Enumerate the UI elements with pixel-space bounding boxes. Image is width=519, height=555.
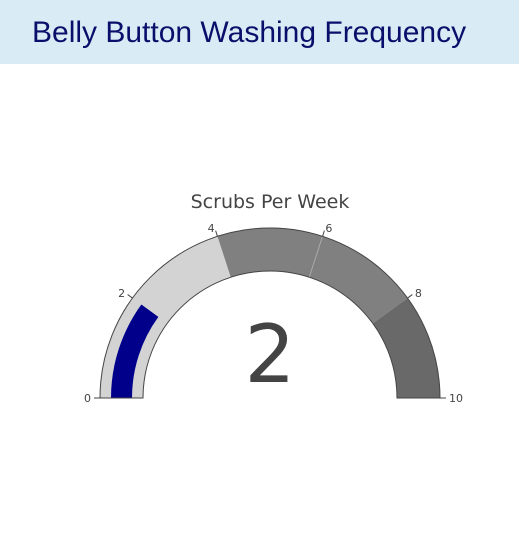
- gauge-step-2: [372, 298, 440, 398]
- gauge-tick-label-6: 6: [325, 222, 332, 235]
- gauge-tick-label-8: 8: [415, 287, 422, 300]
- gauge-tick-label-4: 4: [208, 222, 215, 235]
- gauge-ticks: 0 2 4 6 8 10: [84, 222, 463, 405]
- gauge-tick-2: [127, 294, 133, 299]
- gauge-tick-6: [322, 230, 325, 237]
- gauge-tick-4: [215, 230, 218, 237]
- gauge-outline: [99, 227, 441, 399]
- gauge-title: Scrubs Per Week: [191, 191, 350, 213]
- page-title: Belly Button Washing Frequency: [32, 16, 467, 49]
- gauge-tick-label-0: 0: [84, 392, 91, 405]
- gauge-svg: Scrubs Per Week 0 2 4 6 8 10 2: [84, 191, 463, 405]
- gauge-bar-group: [111, 304, 159, 398]
- gauge-tick-8: [407, 294, 413, 299]
- header-banner: Belly Button Washing Frequency: [0, 0, 519, 64]
- gauge-tick-label-10: 10: [449, 392, 463, 405]
- gauge-value-bar: [111, 304, 159, 398]
- gauge-step-1: [217, 228, 408, 324]
- gauge-tick-label-2: 2: [118, 287, 125, 300]
- gauge-chart: Scrubs Per Week 0 2 4 6 8 10 2: [0, 64, 519, 555]
- gauge-value: 2: [245, 308, 296, 401]
- gauge-step-border-0: [308, 236, 324, 278]
